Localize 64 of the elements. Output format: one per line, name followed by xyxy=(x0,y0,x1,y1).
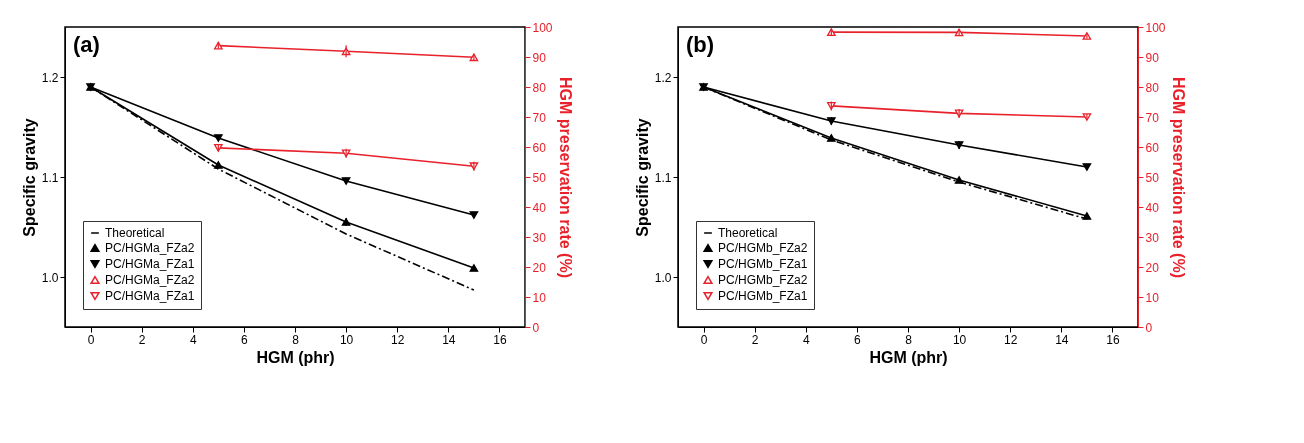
x-tick-label: 8 xyxy=(905,332,913,347)
legend-label: PC/HGMb_FZa2 xyxy=(718,273,808,287)
y-tick-label: 1.1 xyxy=(654,170,672,185)
x-tick-label: 6 xyxy=(241,332,249,347)
y-tick-label: 1.2 xyxy=(654,70,672,85)
y2-axis-title: HGM preservation rate (%) xyxy=(556,77,574,278)
y2-tick-label: 10 xyxy=(1145,290,1160,305)
y2-tick-label: 90 xyxy=(532,50,547,65)
x-tick-label: 12 xyxy=(1004,332,1018,347)
y2-tick-label: 70 xyxy=(1145,110,1160,125)
y-tick-label: 1.1 xyxy=(41,170,59,185)
x-tick-label: 0 xyxy=(700,332,708,347)
legend-label: PC/HGMb_FZa2 xyxy=(718,241,808,255)
annotation: (a) xyxy=(73,32,100,57)
y2-tick-label: 30 xyxy=(1145,230,1160,245)
y2-axis-title: HGM preservation rate (%) xyxy=(1169,77,1187,278)
y2-tick-label: 0 xyxy=(532,320,540,335)
legend-label: Theoretical xyxy=(718,226,778,240)
x-axis-title: HGM (phr) xyxy=(869,348,948,366)
y2-tick-label: 80 xyxy=(1145,80,1160,95)
y2-tick-label: 20 xyxy=(1145,260,1160,275)
y2-tick-label: 10 xyxy=(532,290,547,305)
y-tick-label: 1.0 xyxy=(654,270,672,285)
y2-tick-label: 0 xyxy=(1145,320,1153,335)
x-tick-label: 0 xyxy=(87,332,95,347)
x-tick-label: 14 xyxy=(1055,332,1069,347)
y2-tick-label: 20 xyxy=(532,260,547,275)
y2-tick-label: 50 xyxy=(532,170,547,185)
x-tick-label: 16 xyxy=(493,332,507,347)
x-tick-label: 2 xyxy=(751,332,759,347)
y2-tick-label: 40 xyxy=(1145,200,1160,215)
y-axis-title: Specific gravity xyxy=(20,118,38,237)
y2-tick-label: 80 xyxy=(532,80,547,95)
legend-label: PC/HGMb_FZa1 xyxy=(718,257,808,271)
legend-label: PC/HGMa_FZa1 xyxy=(105,257,195,271)
x-tick-label: 8 xyxy=(292,332,300,347)
y2-tick-label: 100 xyxy=(1145,20,1166,35)
x-tick-label: 14 xyxy=(442,332,456,347)
x-axis-title: HGM (phr) xyxy=(256,348,335,366)
x-tick-label: 16 xyxy=(1106,332,1120,347)
x-tick-label: 4 xyxy=(189,332,197,347)
x-tick-label: 12 xyxy=(391,332,405,347)
y-tick-label: 1.0 xyxy=(41,270,59,285)
legend-label: Theoretical xyxy=(105,226,165,240)
y2-tick-label: 50 xyxy=(1145,170,1160,185)
legend-label: PC/HGMb_FZa1 xyxy=(718,289,808,303)
x-tick-label: 6 xyxy=(854,332,862,347)
legend-label: PC/HGMa_FZa1 xyxy=(105,289,195,303)
annotation: (b) xyxy=(686,32,715,57)
y-axis-title: Specific gravity xyxy=(633,118,651,237)
y2-tick-label: 70 xyxy=(532,110,547,125)
y2-tick-label: 90 xyxy=(1145,50,1160,65)
y2-tick-label: 40 xyxy=(532,200,547,215)
legend-label: PC/HGMa_FZa2 xyxy=(105,273,195,287)
y2-tick-label: 60 xyxy=(1145,140,1160,155)
x-tick-label: 10 xyxy=(339,332,354,347)
y-tick-label: 1.2 xyxy=(41,70,59,85)
x-tick-label: 2 xyxy=(138,332,146,347)
y2-tick-label: 100 xyxy=(532,20,553,35)
x-tick-label: 4 xyxy=(802,332,810,347)
x-tick-label: 10 xyxy=(952,332,967,347)
y2-tick-label: 30 xyxy=(532,230,547,245)
y2-tick-label: 60 xyxy=(532,140,547,155)
legend-label: PC/HGMa_FZa2 xyxy=(105,241,195,255)
